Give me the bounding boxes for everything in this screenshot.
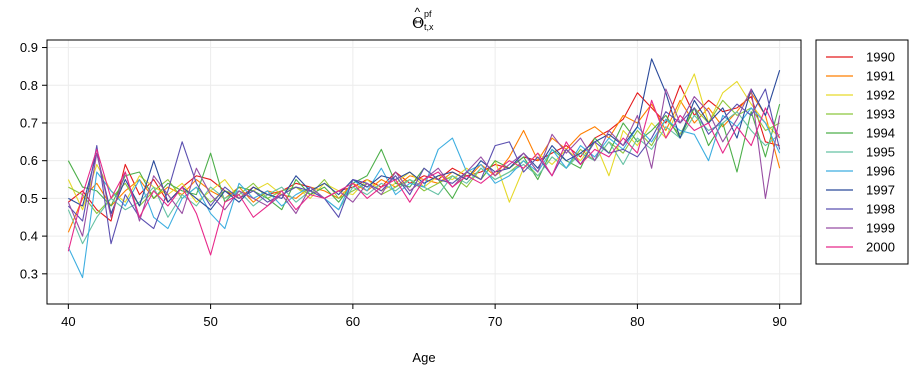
legend: 1990 1991 1992 1993 1994 1995 1996 1997 1998 1999… — [815, 39, 909, 265]
x-axis-label: Age — [412, 350, 435, 365]
legend-label-1999: 1999 — [866, 221, 895, 236]
y-tick-label: 0.3 — [20, 266, 38, 281]
y-tick-label: 0.6 — [20, 153, 38, 168]
x-tick-label: 40 — [61, 314, 75, 329]
x-tick-label: 60 — [346, 314, 360, 329]
chart-title: Θ ^ pf t,x — [412, 5, 434, 32]
legend-label-1994: 1994 — [866, 126, 895, 141]
legend-label-2000: 2000 — [866, 240, 895, 255]
legend-frame — [815, 39, 909, 265]
legend-label-1993: 1993 — [866, 107, 895, 122]
series-lines — [67, 58, 781, 279]
legend-label-1996: 1996 — [866, 164, 895, 179]
legend-label-1990: 1990 — [866, 50, 895, 65]
x-tick-label: 50 — [203, 314, 217, 329]
series-line-1997 — [68, 58, 781, 215]
chart-title-symbol: Θ — [412, 14, 424, 32]
legend-label-1991: 1991 — [866, 69, 895, 84]
series-line-1996 — [67, 107, 781, 279]
x-tick-label: 90 — [772, 314, 786, 329]
grid — [47, 40, 801, 304]
y-tick-label: 0.7 — [20, 115, 38, 130]
plot-frame — [46, 39, 802, 305]
y-axis: 0.3 0.4 0.5 0.6 0.7 0.8 0.9 — [20, 40, 47, 281]
legend-label-1995: 1995 — [866, 145, 895, 160]
series-line-2000 — [67, 99, 781, 256]
y-tick-label: 0.9 — [20, 40, 38, 55]
y-tick-label: 0.4 — [20, 229, 38, 244]
y-tick-label: 0.5 — [20, 191, 38, 206]
x-axis: 40 50 60 70 80 90 — [61, 304, 787, 329]
x-tick-label: 70 — [488, 314, 502, 329]
chart-title-superscript: pf — [424, 9, 432, 19]
legend-label-1998: 1998 — [866, 202, 895, 217]
x-tick-label: 80 — [630, 314, 644, 329]
series-line-1995 — [67, 111, 781, 245]
legend-label-1992: 1992 — [866, 88, 895, 103]
legend-label-1997: 1997 — [866, 183, 895, 198]
y-tick-label: 0.8 — [20, 78, 38, 93]
series-line-1998 — [67, 88, 781, 245]
chart-title-subscript: t,x — [424, 22, 434, 32]
chart-title-accent: ^ — [415, 5, 421, 19]
